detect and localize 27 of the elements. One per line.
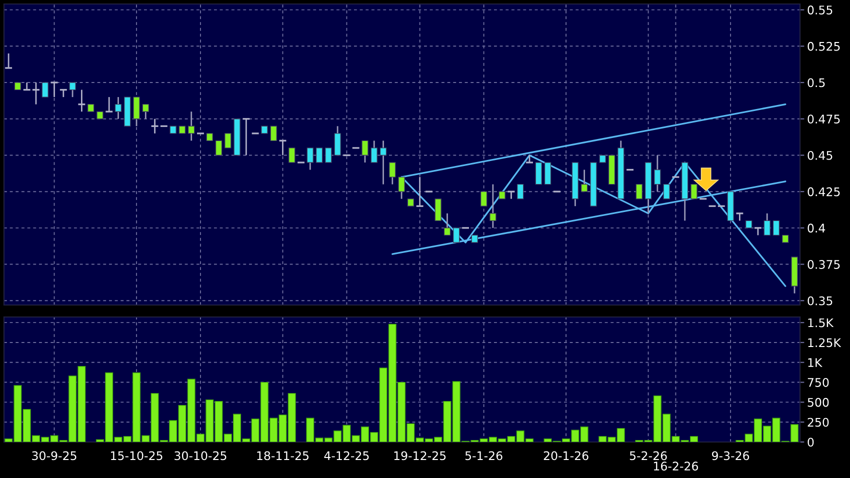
x-tick-label: 15-10-25 [111, 451, 162, 460]
x-tick-label: 19-12-25 [394, 451, 446, 460]
y-tick-label: 0.5 [808, 78, 825, 88]
x-tick-label: 5-1-26 [465, 451, 502, 460]
x-tick-label: 4-12-25 [324, 451, 369, 460]
x-tick-label: 18-11-25 [257, 451, 308, 460]
y-tick-label: 0.45 [808, 150, 832, 160]
y-tick-label: 0.35 [808, 296, 832, 306]
y-tick-label: 0.475 [808, 114, 840, 124]
x-tick-label: 5-2-26 [630, 451, 667, 460]
x-tick-label: 20-1-26 [544, 451, 588, 460]
y-tick-label: 0.55 [808, 6, 832, 14]
y-tick-label: 750 [808, 378, 829, 387]
x-tick-label: 16-2-26 [654, 462, 698, 471]
y-tick-label: 0.425 [808, 187, 840, 196]
y-tick-label: 250 [808, 418, 829, 427]
y-tick-label: 1.5K [808, 318, 834, 328]
y-tick-label: 0.4 [808, 224, 826, 233]
x-tick-label: 30-9-25 [32, 451, 76, 460]
y-tick-label: 500 [808, 398, 829, 407]
y-tick-label: 0 [808, 438, 814, 447]
y-tick-label: 0.375 [808, 260, 840, 269]
x-tick-label: 9-3-26 [712, 451, 750, 460]
y-tick-label: 0.525 [808, 42, 840, 51]
y-tick-label: 1K [808, 358, 822, 367]
y-tick-label: 1.25K [808, 338, 842, 348]
x-tick-label: 30-10-25 [174, 451, 226, 460]
